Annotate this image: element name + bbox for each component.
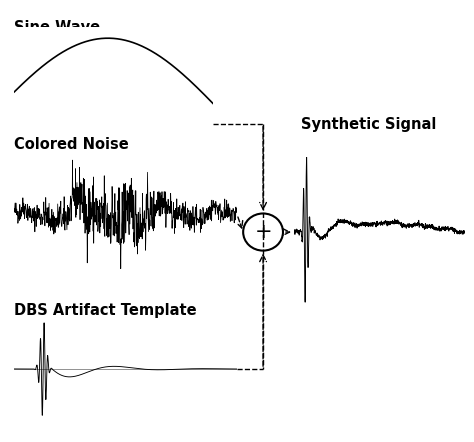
Text: +: +: [254, 222, 272, 242]
Text: Sine Wave: Sine Wave: [14, 20, 100, 35]
Text: Synthetic Signal: Synthetic Signal: [301, 117, 437, 132]
Text: DBS Artifact Template: DBS Artifact Template: [14, 303, 197, 318]
Text: Colored Noise: Colored Noise: [14, 137, 129, 152]
